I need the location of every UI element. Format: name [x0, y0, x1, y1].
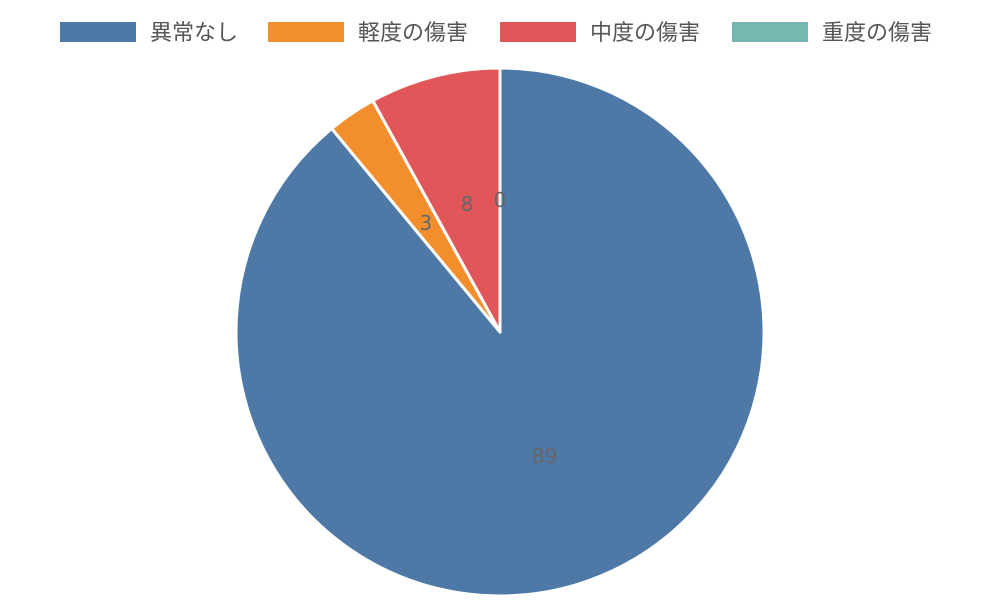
legend-item[interactable]: 重度の傷害 — [732, 21, 932, 46]
pie-slice[interactable] — [371, 66, 502, 334]
pie-slices — [234, 66, 766, 598]
slice-labels: 89 3 8 0 — [419, 188, 557, 468]
slice-label: 89 — [532, 444, 557, 468]
legend-swatch — [732, 22, 808, 42]
legend: 異常なし 軽度の傷害 中度の傷害 重度の傷害 — [60, 21, 932, 46]
slice-label: 0 — [494, 188, 507, 212]
legend-label: 中度の傷害 — [590, 21, 700, 46]
legend-swatch — [268, 22, 344, 42]
slice-label: 3 — [419, 211, 432, 235]
legend-label: 異常なし — [150, 21, 238, 46]
legend-label: 軽度の傷害 — [358, 21, 468, 46]
legend-item[interactable]: 異常なし — [60, 21, 238, 46]
legend-swatch — [60, 22, 136, 42]
legend-item[interactable]: 軽度の傷害 — [268, 21, 468, 46]
legend-label: 重度の傷害 — [822, 21, 932, 46]
legend-item[interactable]: 中度の傷害 — [500, 21, 700, 46]
legend-swatch — [500, 22, 576, 42]
slice-label: 8 — [461, 192, 474, 216]
